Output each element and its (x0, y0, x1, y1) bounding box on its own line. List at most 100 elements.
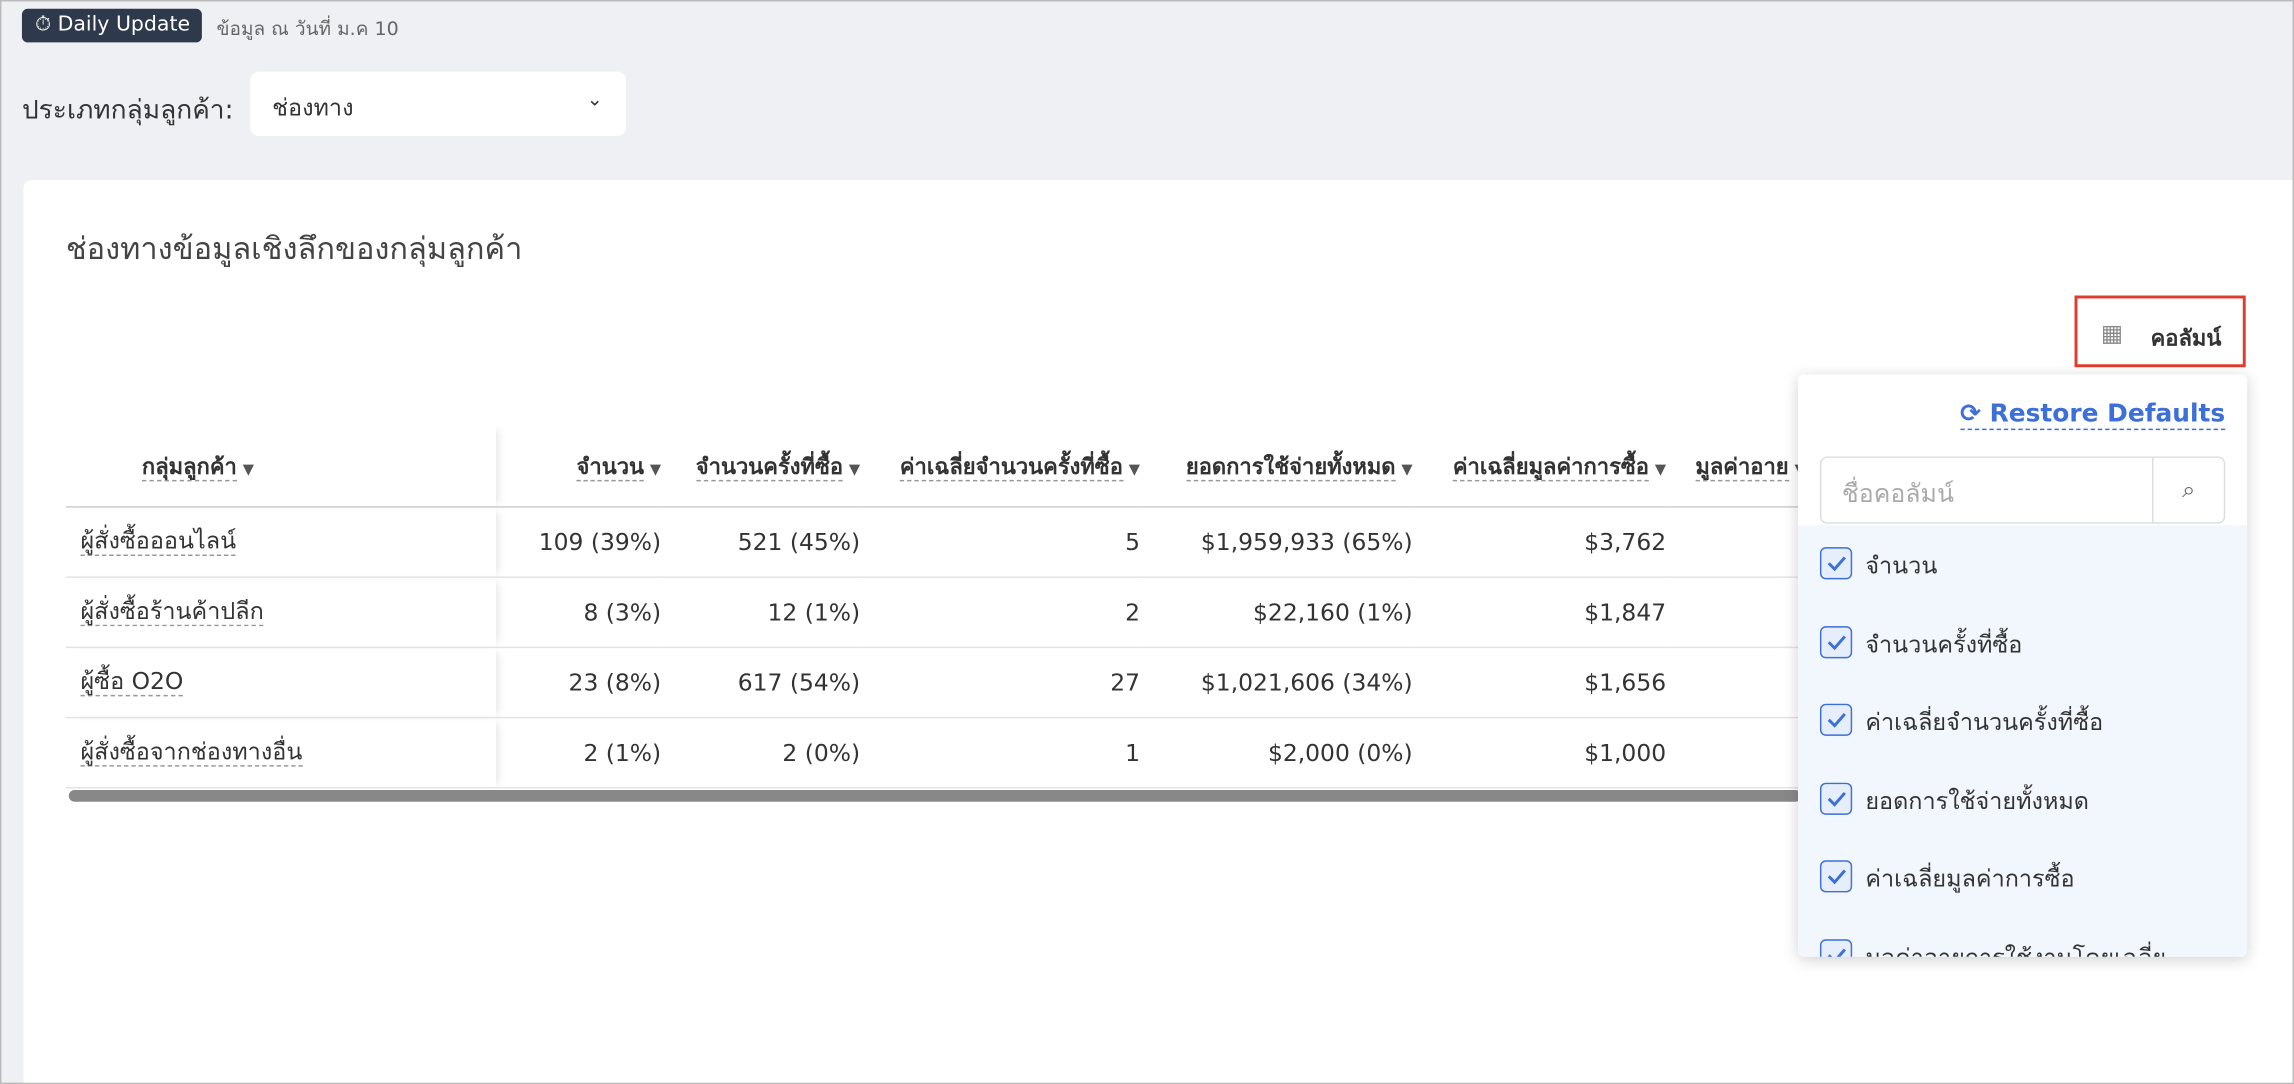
table-cell: $1,021,606 (34%) (1139, 647, 1413, 719)
sort-caret: ▼ (1654, 461, 1667, 478)
table-cell: 2 (0%) (661, 717, 861, 789)
search-placeholder: ชื่อคอลัมน์ (1841, 479, 1954, 510)
column-header[interactable]: จำนวน ▼ (496, 425, 662, 508)
table-cell: $2,000 (0%) (1139, 717, 1413, 789)
cell-text: 521 (45%) (737, 528, 861, 556)
filter-value: ช่องทาง (272, 93, 354, 122)
header-text: ค่าเฉลี่ยจำนวนครั้งที่ซื้อ (899, 452, 1123, 481)
sort-caret: ▼ (1128, 461, 1140, 478)
option-text: จำนวนครั้งที่ซื้อ (1865, 629, 2023, 658)
column-panel: ⟳ Restore Defaults ชื่อคอลัมน์ ⌕ จำนวน จำ… (1798, 374, 2248, 957)
table-cell: $1,847 (1412, 577, 1667, 649)
cell-text: 2 (0%) (782, 738, 861, 767)
cell-text: 12 (1%) (767, 598, 861, 627)
search-icon: ⌕ (2152, 457, 2224, 523)
column-header[interactable]: ยอดการใช้จ่ายทั้งหมด ▼ (1139, 425, 1413, 508)
check (1827, 791, 1846, 807)
cell-text: 8 (3%) (583, 598, 662, 627)
table-cell: ผู้สั่งซื้อจากช่องทางอื่น (65, 717, 497, 789)
option-list: จำนวนจำนวนครั้งที่ซื้อค่าเฉลี่ยจำนวนครั้… (1798, 525, 2248, 957)
sort-caret: ▼ (1795, 462, 1799, 478)
column-header[interactable]: จำนวนครั้งที่ซื้อ ▼ (661, 425, 861, 508)
cell-text: 617 (54%) (737, 668, 861, 697)
column-header[interactable]: ค่าเฉลี่ยจำนวนครั้งที่ซื้อ ▼ (860, 425, 1140, 508)
cell-text: ผู้สั่งซื้อร้านค้าปลีก (80, 596, 264, 627)
table-row: ผู้สั่งซื้อออนไลน์ 109 (39%) 521 (45%) 5 $1,… (65, 506, 1799, 578)
header-text: ยอดการใช้จ่ายทั้งหมด (1185, 452, 1396, 481)
column-header[interactable]: มูลค่าอาย ▼ (1666, 425, 1799, 508)
table-cell: $1,000 (1412, 717, 1667, 789)
checkbox (1819, 782, 1853, 815)
column-option[interactable]: ยอดการใช้จ่ายทั้งหมด (1819, 782, 2230, 816)
table-cell (1666, 577, 1799, 649)
filter-select[interactable]: ช่องทาง ⌄ (250, 71, 627, 137)
column-option[interactable]: มูลค่าอายุการใช้งานโดยเฉลี่ย (1819, 939, 2230, 957)
table-cell: 8 (3%) (496, 577, 662, 649)
cell-text: 5 (1125, 528, 1140, 556)
scrollbar[interactable] (68, 790, 1801, 802)
checkbox (1819, 547, 1853, 580)
header-text: มูลค่าอาย (1695, 452, 1789, 481)
table-cell: $1,656 (1412, 647, 1667, 719)
checkbox (1819, 703, 1853, 737)
table-cell: 27 (860, 647, 1140, 719)
cell-text: 109 (39%) (538, 528, 662, 556)
cell-text: $3,762 (1584, 528, 1667, 556)
checkbox (1819, 625, 1853, 658)
column-header[interactable]: ค่าเฉลี่ยมูลค่าการซื้อ ▼ (1412, 425, 1667, 508)
table-row: ผู้สั่งซื้อจากช่องทางอื่น 2 (1%) 2 (0%) 1 $2… (65, 717, 1799, 789)
checkbox (1819, 939, 1853, 957)
table-row: ผู้ซื้อ O2O 23 (8%) 617 (54%) 27 $1,021,606 … (65, 647, 1799, 719)
table-cell: 2 (1%) (496, 717, 662, 789)
date-text: ข้อมูล ณ วันที่ ม.ค 10 (216, 19, 399, 41)
option-text: ค่าเฉลี่ยจำนวนครั้งที่ซื้อ (1865, 708, 2104, 737)
column-option[interactable]: จำนวนครั้งที่ซื้อ (1819, 625, 2230, 659)
table-cell: 2 (860, 577, 1140, 649)
badge-text: Daily Update (57, 13, 191, 37)
option-text: มูลค่าอายุการใช้งานโดยเฉลี่ย (1865, 941, 2166, 957)
card-title: ช่องทางข้อมูลเชิงลึกของกลุ่มลูกค้า (65, 231, 523, 267)
check (1827, 870, 1846, 885)
option-text: ค่าเฉลี่ยมูลค่าการซื้อ (1865, 865, 2075, 894)
sort-caret: ▼ (242, 461, 254, 478)
table-cell: ผู้ซื้อ O2O (65, 647, 497, 719)
restore-defaults[interactable]: ⟳ Restore Defaults (1960, 399, 2226, 431)
option-text: ยอดการใช้จ่ายทั้งหมด (1865, 786, 2090, 815)
check (1827, 713, 1846, 729)
cell-text: 2 (1125, 598, 1140, 627)
cell-text: 27 (1110, 668, 1140, 697)
columns-text: คอลัมน์ (2150, 324, 2222, 352)
checkbox (1819, 860, 1853, 894)
table-cell: 1 (860, 717, 1140, 789)
column-header[interactable]: กลุ่มลูกค้า ▼ (65, 425, 497, 508)
cell-text: $1,847 (1584, 598, 1667, 627)
column-option[interactable]: จำนวน (1819, 547, 2230, 581)
daily-update-badge[interactable]: ⏱ Daily Update (21, 8, 202, 43)
cell-text: 2 (1%) (583, 738, 662, 767)
table-wrap: กลุ่มลูกค้า ▼ จำนวน ▼ จำนวนครั้งที่ซื้อ ▼ ค่าเ… (65, 425, 1799, 789)
sort-caret: ▼ (649, 461, 662, 478)
column-option[interactable]: ค่าเฉลี่ยจำนวนครั้งที่ซื้อ (1819, 703, 2230, 737)
search-box[interactable]: ชื่อคอลัมน์ ⌕ (1819, 456, 2226, 524)
restore-text: Restore Defaults (1989, 399, 2226, 429)
cell-text: 1 (1125, 738, 1140, 767)
check (1827, 634, 1846, 650)
sort-caret: ▼ (1401, 461, 1413, 478)
cell-text: $1,656 (1584, 668, 1667, 697)
header-row: กลุ่มลูกค้า ▼ จำนวน ▼ จำนวนครั้งที่ซื้อ ▼ ค่าเ… (65, 425, 1799, 508)
columns-button[interactable]: ▦ คอลัมน์ (2074, 295, 2246, 368)
header-text: ค่าเฉลี่ยมูลค่าการซื้อ (1452, 452, 1649, 481)
header-text: กลุ่มลูกค้า (141, 452, 237, 481)
cell-text: $1,959,933 (65%) (1200, 528, 1413, 556)
columns-icon: ▦ (2100, 318, 2123, 347)
table-cell: $1,959,933 (65%) (1139, 506, 1413, 578)
table-cell (1666, 647, 1799, 719)
column-option[interactable]: ค่าเฉลี่ยมูลค่าการซื้อ (1819, 860, 2230, 894)
option-text: จำนวน (1865, 551, 1938, 580)
table-cell: 12 (1%) (661, 577, 861, 649)
cell-text: $1,000 (1584, 738, 1667, 767)
table-cell: 109 (39%) (496, 506, 662, 578)
table-cell: 521 (45%) (661, 506, 861, 578)
cell-text: $2,000 (0%) (1267, 738, 1413, 767)
table-row: ผู้สั่งซื้อร้านค้าปลีก 8 (3%) 12 (1%) 2 $22,… (65, 577, 1799, 649)
